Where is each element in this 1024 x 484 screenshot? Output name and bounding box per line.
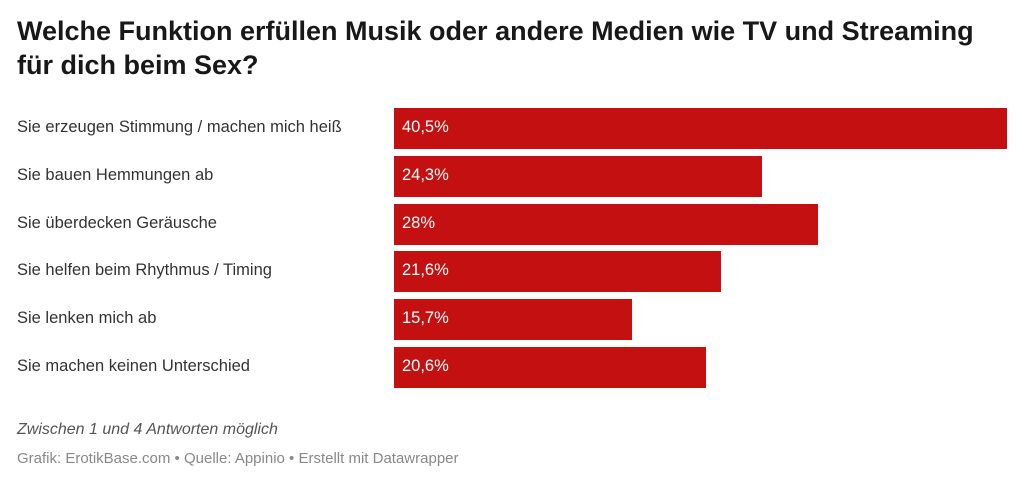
category-label: Sie erzeugen Stimmung / machen mich heiß	[17, 118, 342, 136]
bar-row: Sie überdecken Geräusche 28%	[0, 203, 1024, 245]
bar-row: Sie bauen Hemmungen ab 24,3%	[0, 155, 1024, 197]
bar: 40,5%	[394, 108, 1007, 149]
value-label: 28%	[402, 213, 436, 232]
category-label: Sie bauen Hemmungen ab	[17, 165, 214, 184]
bar: 15,7%	[394, 299, 632, 341]
bar-row: Sie machen keinen Unterschied 20,6%	[0, 347, 1024, 388]
chart-source: Grafik: ErotikBase.com • Quelle: Appinio…	[17, 450, 459, 467]
bar-row: Sie lenken mich ab 15,7%	[0, 299, 1024, 341]
value-label: 24,3%	[402, 165, 449, 184]
bar: 21,6%	[394, 251, 721, 293]
category-label: Sie helfen beim Rhythmus / Timing	[17, 261, 272, 280]
bar: 20,6%	[394, 347, 706, 388]
value-label: 15,7%	[402, 309, 449, 328]
category-label: Sie machen keinen Unterschied	[17, 357, 250, 375]
value-label: 40,5%	[402, 118, 449, 136]
value-label: 20,6%	[402, 357, 449, 375]
category-label: Sie überdecken Geräusche	[17, 213, 217, 232]
category-label: Sie lenken mich ab	[17, 309, 157, 328]
bar-row: Sie erzeugen Stimmung / machen mich heiß…	[0, 108, 1024, 149]
bar-row: Sie helfen beim Rhythmus / Timing 21,6%	[0, 251, 1024, 293]
bar: 28%	[394, 203, 818, 245]
chart-title: Welche Funktion erfüllen Musik oder ande…	[17, 16, 974, 80]
chart-note: Zwischen 1 und 4 Antworten möglich	[17, 421, 278, 438]
value-label: 21,6%	[402, 261, 449, 280]
bar: 24,3%	[394, 155, 762, 197]
